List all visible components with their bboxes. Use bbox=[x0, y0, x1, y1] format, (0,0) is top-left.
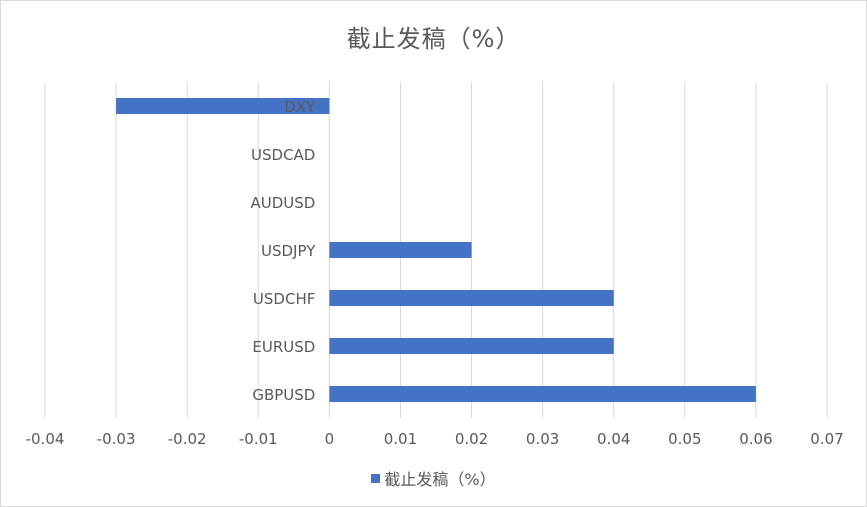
legend: 截止发稿（%） bbox=[0, 466, 867, 490]
x-tick-label: 0.05 bbox=[668, 430, 701, 448]
x-tick-label: -0.03 bbox=[97, 430, 136, 448]
category-label-usdchf: USDCHF bbox=[253, 290, 315, 308]
x-axis-ticks: -0.04 -0.03 -0.02 -0.01 0 0.01 0.02 0.03 0.04 0.0… bbox=[26, 430, 844, 448]
bar-eurusd bbox=[329, 338, 614, 354]
bar-usdjpy bbox=[329, 242, 472, 258]
x-tick-label: -0.04 bbox=[26, 430, 65, 448]
x-tick-label: 0.04 bbox=[597, 430, 630, 448]
bars bbox=[116, 98, 756, 402]
legend-swatch bbox=[371, 473, 381, 483]
category-label-eurusd: EURUSD bbox=[252, 338, 315, 356]
category-label-usdcad: USDCAD bbox=[251, 146, 315, 164]
x-tick-label: 0.07 bbox=[810, 430, 843, 448]
category-label-audusd: AUDUSD bbox=[251, 194, 316, 212]
bar-usdchf bbox=[329, 290, 614, 306]
category-label-gbpusd: GBPUSD bbox=[252, 386, 315, 404]
bar-dxy bbox=[116, 98, 330, 114]
category-labels: DXY USDCAD AUDUSD USDJPY USDCHF EURUSD GBPUSD bbox=[251, 98, 317, 404]
x-tick-label: 0.01 bbox=[384, 430, 417, 448]
x-tick-label: -0.01 bbox=[239, 430, 278, 448]
category-label-usdjpy: USDJPY bbox=[261, 242, 316, 260]
legend-label: 截止发稿（%） bbox=[384, 470, 496, 489]
category-label-dxy: DXY bbox=[284, 98, 316, 116]
x-tick-label: 0.02 bbox=[455, 430, 488, 448]
x-tick-label: 0.03 bbox=[526, 430, 559, 448]
chart-title: 截止发稿（%） bbox=[346, 25, 521, 53]
x-tick-label: 0.06 bbox=[739, 430, 772, 448]
bar-gbpusd bbox=[329, 386, 756, 402]
x-tick-label: 0 bbox=[325, 430, 335, 448]
x-tick-label: -0.02 bbox=[168, 430, 207, 448]
